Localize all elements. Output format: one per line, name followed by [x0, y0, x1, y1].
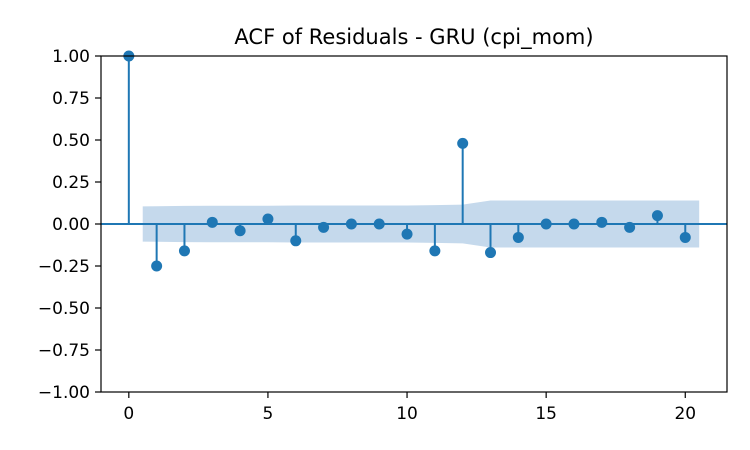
stem-marker-lag-2 [178, 245, 190, 257]
stem-marker-lag-20 [679, 231, 691, 243]
stem-marker-lag-6 [290, 235, 302, 247]
y-tick-label: −0.50 [38, 299, 90, 319]
stem-marker-lag-18 [624, 221, 636, 233]
stem-marker-lag-13 [485, 247, 497, 259]
y-tick-label: −0.75 [38, 341, 90, 361]
y-tick-label: 0.25 [52, 173, 90, 193]
stem-marker-lag-12 [457, 137, 469, 149]
stem-marker-lag-10 [401, 228, 413, 240]
y-tick-label: 0.50 [52, 131, 90, 151]
y-tick-label: 0.00 [52, 215, 90, 235]
stem-marker-lag-17 [596, 216, 608, 228]
x-tick-label: 15 [535, 404, 557, 424]
y-tick-label: −0.25 [38, 257, 90, 277]
stem-layer [123, 50, 691, 272]
x-tick-label: 20 [674, 404, 696, 424]
x-tick-label: 0 [123, 404, 134, 424]
chart-title: ACF of Residuals - GRU (cpi_mom) [234, 25, 593, 50]
x-axis-ticks: 0 5 10 15 20 [123, 392, 696, 424]
stem-marker-lag-4 [234, 225, 246, 237]
y-tick-label: 1.00 [52, 47, 90, 67]
stem-marker-lag-11 [429, 245, 441, 257]
stem-marker-lag-8 [345, 218, 357, 230]
y-tick-label: −1.00 [38, 383, 90, 403]
x-tick-label: 5 [263, 404, 274, 424]
stem-marker-lag-15 [540, 218, 552, 230]
stem-marker-lag-7 [318, 221, 330, 233]
stem-marker-lag-5 [262, 213, 274, 225]
stem-marker-lag-3 [206, 216, 218, 228]
y-tick-label: 0.75 [52, 89, 90, 109]
x-tick-label: 10 [396, 404, 418, 424]
stem-marker-lag-14 [512, 231, 524, 243]
stem-marker-lag-1 [151, 260, 163, 272]
stem-marker-lag-16 [568, 218, 580, 230]
stem-marker-lag-9 [373, 218, 385, 230]
stem-marker-lag-19 [651, 210, 663, 222]
y-axis-ticks: 1.00 0.75 0.50 0.25 0.00 −0.25 −0.50 −0.75 −1.00 [38, 47, 101, 403]
